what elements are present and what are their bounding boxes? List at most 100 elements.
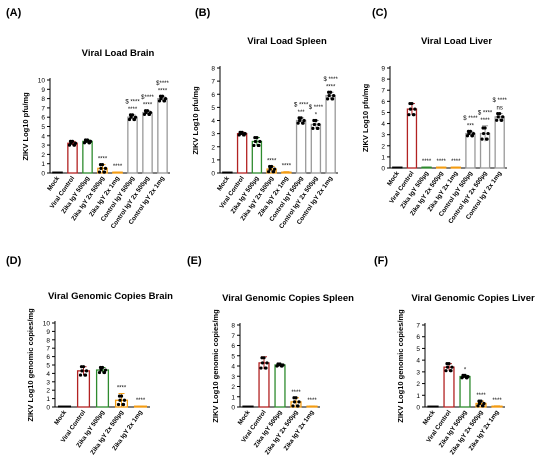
data-point	[445, 362, 449, 366]
y-tick-label: 2	[41, 152, 45, 159]
significance-label: ****	[307, 398, 317, 404]
data-point	[449, 369, 453, 373]
data-point	[496, 111, 500, 116]
data-point	[486, 131, 490, 136]
data-point	[264, 366, 268, 370]
bar	[222, 171, 233, 174]
data-point	[476, 404, 480, 408]
data-point	[158, 94, 163, 98]
y-tick-label: 4	[211, 118, 215, 125]
data-point	[407, 113, 411, 117]
data-point	[87, 141, 92, 145]
significance-label: ****	[476, 393, 486, 399]
bar	[310, 123, 322, 174]
y-tick-label: 4	[46, 371, 50, 378]
data-point	[332, 93, 336, 98]
data-point	[280, 364, 284, 368]
data-point	[477, 399, 481, 403]
significance-label: $ ****	[125, 99, 140, 105]
y-tick-label: 9	[41, 87, 45, 94]
significance-label: *	[315, 113, 318, 119]
y-tick-label: 7	[41, 105, 45, 112]
significance-label: ****	[437, 159, 447, 165]
chart-title: Viral Genomic Copies Brain	[48, 291, 173, 302]
y-tick-label: 9	[381, 66, 385, 73]
bar	[57, 405, 72, 408]
bar	[236, 132, 248, 174]
y-tick-label: 0	[231, 405, 235, 412]
y-tick-label: 5	[231, 353, 235, 360]
chart-panel-4: (D) Viral Genomic Copies Brain 0 12 345 67 891…	[6, 255, 173, 456]
data-point	[83, 138, 88, 142]
chart-panel-3: (C) Viral Load Liver 0 1 2 3 4 5 6 7 8 9 ZIKV Log10 …	[361, 7, 508, 225]
data-point	[412, 113, 416, 117]
y-tick-label: 5	[416, 346, 420, 353]
y-tick-label: 4	[41, 133, 45, 140]
data-point	[121, 402, 126, 407]
y-tick-label: 3	[46, 379, 50, 386]
y-tick-label: 5	[211, 105, 215, 112]
significance-label: $ ****	[493, 98, 508, 104]
y-tick-label: 5	[381, 110, 385, 117]
y-tick-label: 8	[211, 66, 215, 73]
data-point	[273, 167, 277, 171]
data-point	[327, 93, 331, 98]
data-point	[117, 394, 122, 398]
chart-panel-2: (B) Viral Load Spleen 0 1 2 3 4 5 6 7 8 ZIKV Log10 …	[191, 7, 338, 230]
panel-label: (F)	[374, 255, 388, 267]
data-point	[252, 143, 256, 148]
y-tick-label: 2	[46, 388, 50, 395]
bar	[52, 171, 63, 174]
chart-panel-1: (A) Viral Load Brain 0 1 2 3 4 5 6 7 8 9 10 ZIKV Log1…	[6, 7, 170, 230]
y-tick-label: 0	[211, 171, 215, 178]
data-point	[265, 361, 269, 365]
data-point	[242, 133, 246, 137]
y-tick-label: 6	[231, 343, 235, 350]
data-point	[296, 404, 300, 408]
data-point	[297, 116, 301, 120]
x-tick-label: Zika IgY 2x 1mg	[283, 409, 316, 452]
data-point	[298, 118, 302, 123]
data-point	[132, 117, 137, 122]
y-tick-label: 1	[416, 393, 420, 400]
chart-panel-5: (E) Viral Genomic Copies Spleen 0 1 2 3 4 5 6 7 8 Z…	[187, 255, 354, 456]
x-tick-label: Mock	[53, 409, 68, 427]
significance-label: $ ****	[478, 110, 493, 116]
y-tick-label: 0	[416, 405, 420, 412]
x-tick-label: Mock	[237, 409, 252, 427]
x-tick-label: Mock	[422, 409, 437, 427]
data-point	[461, 373, 465, 377]
data-point	[450, 365, 454, 369]
chart-title: Viral Load Spleen	[247, 36, 327, 47]
data-point	[311, 126, 315, 130]
data-point	[268, 167, 272, 171]
data-point	[331, 97, 335, 101]
data-point	[276, 362, 280, 366]
bar	[459, 375, 471, 408]
data-point	[301, 121, 305, 125]
data-point	[80, 369, 84, 373]
data-point	[257, 143, 261, 148]
data-point	[103, 166, 108, 170]
y-axis-label: ZIKV Log10 pfu/mg	[191, 86, 200, 155]
y-tick-label: 6	[41, 115, 45, 122]
y-tick-label: 5	[41, 124, 45, 131]
data-point	[495, 118, 499, 122]
x-tick-label: Zika IgY 2x 1mg	[468, 409, 501, 452]
panel-label: (E)	[187, 255, 202, 267]
y-tick-label: 2	[381, 143, 385, 150]
data-point	[496, 115, 500, 119]
data-point	[501, 115, 505, 119]
y-tick-label: 7	[46, 346, 50, 353]
data-point	[470, 134, 475, 138]
y-axis-label: ZIKV Log10 genomic copies/mg	[26, 308, 35, 422]
chart-panel-6: (F) Viral Genomic Copies Liver 0 1 2 3 4 5 6 7 ZIK…	[374, 255, 535, 456]
significance-label: ****	[451, 159, 461, 165]
data-point	[445, 365, 450, 369]
data-point	[327, 90, 331, 94]
bar	[465, 132, 476, 169]
chart-title: Viral Load Brain	[82, 48, 155, 59]
data-point	[292, 396, 296, 400]
y-axis-label: ZIKV Log10 pfu/mg	[21, 92, 30, 161]
